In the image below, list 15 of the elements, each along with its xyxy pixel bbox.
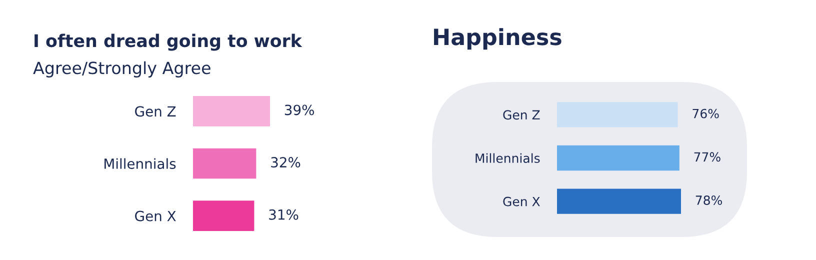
data-label: 31% bbox=[269, 209, 298, 220]
data-label: 39% bbox=[284, 104, 314, 116]
y-tick-label: Gen X bbox=[503, 196, 540, 206]
y-tick-label: Millennials bbox=[476, 153, 540, 163]
chart-title: I often dread going to work bbox=[34, 34, 302, 51]
y-tick-label: Millennials bbox=[104, 158, 176, 169]
data-label: 32% bbox=[271, 157, 300, 168]
chart-title: Happiness bbox=[434, 28, 562, 50]
data-label: 77% bbox=[694, 152, 720, 162]
y-tick-label: Gen Z bbox=[503, 110, 540, 120]
data-label: 78% bbox=[696, 196, 722, 205]
y-tick-label: Gen Z bbox=[135, 106, 176, 117]
y-tick-label: Gen X bbox=[135, 210, 176, 222]
data-label: 76% bbox=[692, 108, 719, 118]
chart-subtitle: Agree/Strongly Agree bbox=[33, 61, 210, 78]
